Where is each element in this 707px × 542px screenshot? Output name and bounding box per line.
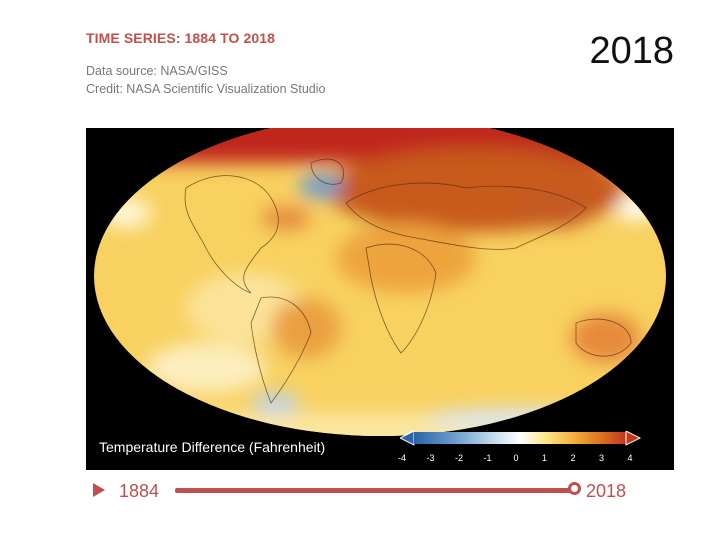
temperature-map (94, 128, 666, 436)
legend-tick: 1 (541, 453, 547, 463)
legend-tick: 2 (570, 453, 576, 463)
credit: Credit: NASA Scientific Visualization St… (86, 82, 326, 96)
data-source: Data source: NASA/GISS (86, 64, 228, 78)
timeline-track[interactable] (175, 488, 575, 493)
legend-tick: 0 (513, 453, 519, 463)
legend-ticks: -4 -3 -2 -1 0 1 2 3 4 (398, 453, 633, 465)
title: TIME SERIES: 1884 TO 2018 (86, 30, 275, 46)
legend-tick: 4 (627, 453, 633, 463)
timeline-end-label: 2018 (586, 481, 627, 501)
play-icon[interactable] (93, 483, 105, 497)
legend-tick: 3 (598, 453, 604, 463)
legend-tick: -1 (483, 453, 492, 463)
legend-tick: -2 (454, 453, 463, 463)
timeline-start-label: 1884 (119, 481, 160, 501)
legend-high-arrow (625, 431, 642, 446)
legend-tick: -4 (397, 453, 406, 463)
legend-tick: -3 (426, 453, 435, 463)
timeline: 1884 2018 (90, 478, 650, 506)
legend-gradient-bar (414, 432, 626, 444)
legend-low-arrow (400, 431, 415, 446)
legend-scale (400, 431, 642, 446)
legend-title: Temperature Difference (Fahrenheit) (99, 439, 326, 455)
timeline-scrubber-handle[interactable] (568, 482, 581, 495)
map-panel: Temperature Difference (Fahrenheit) -4 -… (86, 128, 674, 470)
current-year: 2018 (589, 30, 674, 72)
